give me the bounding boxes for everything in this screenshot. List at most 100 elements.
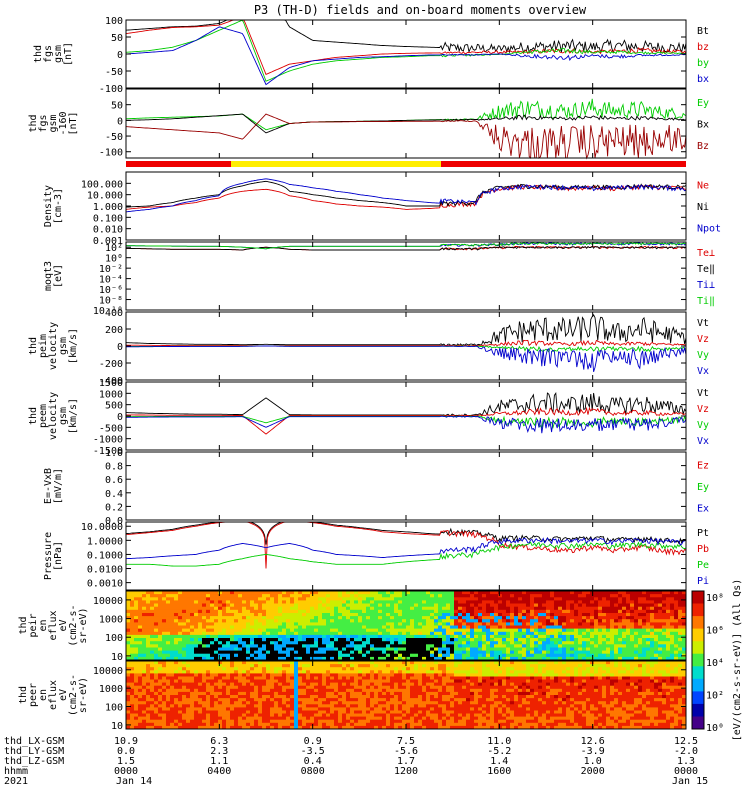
spectrogram-cell (242, 634, 247, 639)
spectrogram-cell (162, 688, 167, 693)
spectrogram-cell (622, 656, 627, 661)
spectrogram-cell (410, 597, 415, 601)
spectrogram-cell (518, 638, 523, 642)
spectrogram-cell (322, 670, 327, 674)
spectrogram-cell (506, 644, 511, 648)
spectrogram-cell (198, 616, 203, 620)
spectrogram-cell (138, 656, 143, 661)
spectrogram-cell (374, 719, 379, 724)
spectrogram-cell (146, 638, 151, 642)
spectrogram-cell (602, 631, 607, 636)
spectrogram-cell (274, 679, 279, 683)
spectrogram-cell (678, 634, 683, 639)
spectrogram-cell (494, 625, 499, 629)
spectrogram-cell (202, 676, 207, 680)
spectrogram-cell (138, 695, 143, 699)
y-tick-label: 0.001 (93, 236, 123, 247)
y-axis-label-line: [cm-3] (53, 188, 64, 224)
spectrogram-cell (154, 725, 159, 730)
spectrogram-cell (310, 710, 315, 714)
spectrogram-cell (158, 710, 163, 714)
spectrogram-cell (262, 641, 267, 645)
spectrogram-cell (682, 597, 687, 601)
spectrogram-cell (298, 631, 303, 636)
spectrogram-cell (454, 625, 459, 629)
spectrogram-cell (418, 616, 423, 620)
spectrogram-cell (142, 656, 147, 661)
spectrogram-cell (478, 622, 483, 626)
spectrogram-cell (378, 622, 383, 626)
spectrogram-cell (326, 603, 331, 607)
spectrogram-cell (418, 650, 423, 655)
spectrogram-cell (154, 679, 159, 683)
spectrogram-cell (546, 603, 551, 607)
spectrogram-cell (202, 716, 207, 721)
spectrogram-cell (462, 609, 467, 614)
spectrogram-cell (366, 634, 371, 639)
spectrogram-cell (270, 603, 275, 607)
spectrogram-cell (662, 622, 667, 626)
spectrogram-cell (162, 631, 167, 636)
spectrogram-cell (158, 695, 163, 699)
spectrogram-cell (178, 653, 183, 658)
legend-label: Bx (697, 120, 709, 131)
spectrogram-cell (530, 650, 535, 655)
spectrogram-cell (130, 594, 135, 598)
spectrogram-cell (386, 613, 391, 617)
spectrogram-cell (502, 591, 507, 595)
spectrogram-cell (238, 625, 243, 629)
spectrogram-cell (314, 691, 319, 696)
spectrogram-cell (142, 597, 147, 601)
spectrogram-cell (530, 594, 535, 598)
spectrogram-cell (610, 616, 615, 620)
spectrogram-cell (390, 682, 395, 687)
spectrogram-cell (162, 634, 167, 639)
spectrogram-cell (314, 695, 319, 699)
spectrogram-cell (238, 638, 243, 642)
spectrogram-cell (494, 628, 499, 633)
spectrogram-cell (402, 638, 407, 642)
spectrogram-cell (186, 682, 191, 687)
spectrogram-cell (154, 600, 159, 604)
spectrogram-cell (638, 650, 643, 655)
spectrogram-cell (202, 707, 207, 711)
spectrogram-cell (350, 691, 355, 696)
spectrogram-cell (470, 647, 475, 651)
spectrogram-cell (294, 710, 299, 714)
spectrogram-cell (402, 667, 407, 671)
y-axis-label-line: thd (28, 114, 39, 132)
spectrogram-cell (630, 641, 635, 645)
spectrogram-cell (206, 722, 211, 727)
spectrogram-cell (210, 622, 215, 626)
spectrogram-cell (458, 616, 463, 620)
spectrogram-cell (650, 656, 655, 661)
spectrogram-cell (278, 725, 283, 730)
spectrogram-cell (206, 653, 211, 658)
spectrogram-cell (374, 650, 379, 655)
spectrogram-cell (422, 634, 427, 639)
spectrogram-cell (138, 628, 143, 633)
spectrogram-cell (250, 641, 255, 645)
spectrogram-cell (602, 625, 607, 629)
spectrogram-cell (326, 653, 331, 658)
spectrogram-cell (174, 634, 179, 639)
spectrogram-cell (138, 613, 143, 617)
spectrogram-cell (310, 673, 315, 677)
spectrogram-cell (450, 631, 455, 636)
spectrogram-cell (462, 606, 467, 611)
spectrogram-cell (178, 713, 183, 717)
spectrogram-cell (398, 664, 403, 668)
region-bar-yellow (231, 161, 441, 167)
spectrogram-cell (322, 716, 327, 721)
spectrogram-cell (478, 609, 483, 614)
spectrogram-cell (586, 653, 591, 658)
spectrogram-cell (586, 622, 591, 626)
spectrogram-cell (362, 622, 367, 626)
spectrogram-cell (170, 676, 175, 680)
spectrogram-cell (346, 628, 351, 633)
spectrogram-cell (242, 707, 247, 711)
spectrogram-cell (374, 631, 379, 636)
spectrogram-cell (514, 634, 519, 639)
spectrogram-cell (146, 713, 151, 717)
spectrogram-cell (194, 641, 199, 645)
